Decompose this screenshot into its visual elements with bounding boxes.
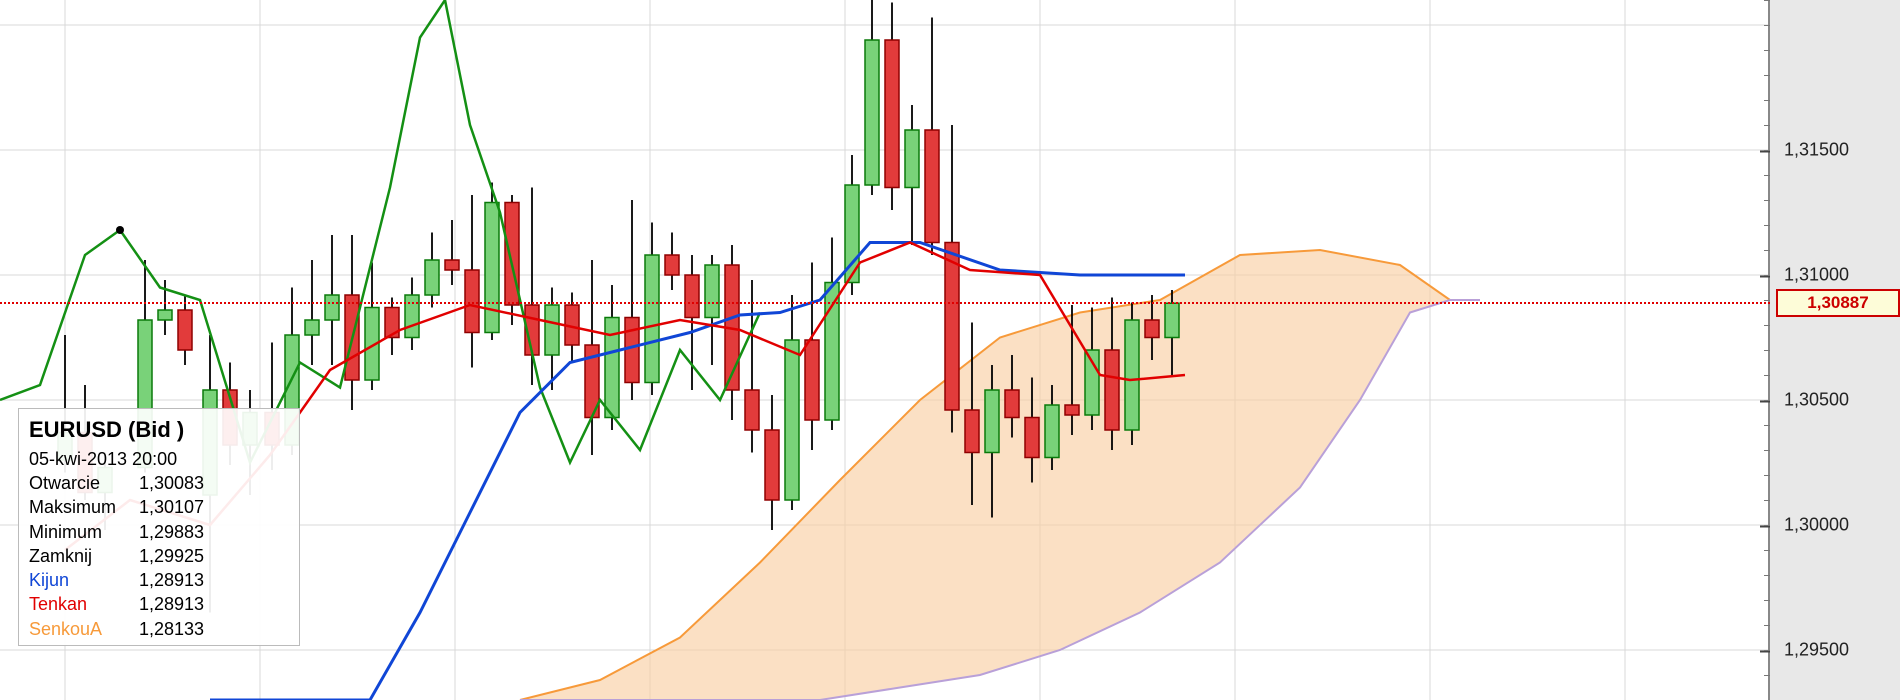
yaxis-label: 1,31500 — [1770, 140, 1900, 161]
info-row: Maksimum1,30107 — [29, 495, 289, 519]
chikou-line — [0, 0, 760, 463]
info-datetime: 05-kwi-2013 20:00 — [29, 447, 289, 471]
yaxis-label: 1,31000 — [1770, 265, 1900, 286]
kijun-line — [210, 243, 1185, 700]
yaxis-label: 1,30500 — [1770, 390, 1900, 411]
info-row: SenkouA1,28133 — [29, 617, 289, 641]
current-price-tag: 1,30887 — [1776, 289, 1900, 317]
yaxis-label: 1,30000 — [1770, 515, 1900, 536]
info-row: Tenkan1,28913 — [29, 592, 289, 616]
info-title: EURUSD (Bid ) — [29, 415, 289, 445]
chart-wrapper: EURUSD (Bid ) 05-kwi-2013 20:00 Otwarcie… — [0, 0, 1900, 700]
y-axis: 1,31500 1,31000 1,30500 1,30000 1,29500 — [1768, 0, 1900, 700]
ohlc-info-box: EURUSD (Bid ) 05-kwi-2013 20:00 Otwarcie… — [18, 408, 300, 646]
info-row: Minimum1,29883 — [29, 520, 289, 544]
chikou-marker — [116, 226, 124, 234]
current-price-line — [0, 302, 1770, 304]
yaxis-label: 1,29500 — [1770, 640, 1900, 661]
info-row: Zamknij1,29925 — [29, 544, 289, 568]
info-row: Kijun1,28913 — [29, 568, 289, 592]
chart-plot-area[interactable]: EURUSD (Bid ) 05-kwi-2013 20:00 Otwarcie… — [0, 0, 1770, 700]
info-row: Otwarcie1,30083 — [29, 471, 289, 495]
